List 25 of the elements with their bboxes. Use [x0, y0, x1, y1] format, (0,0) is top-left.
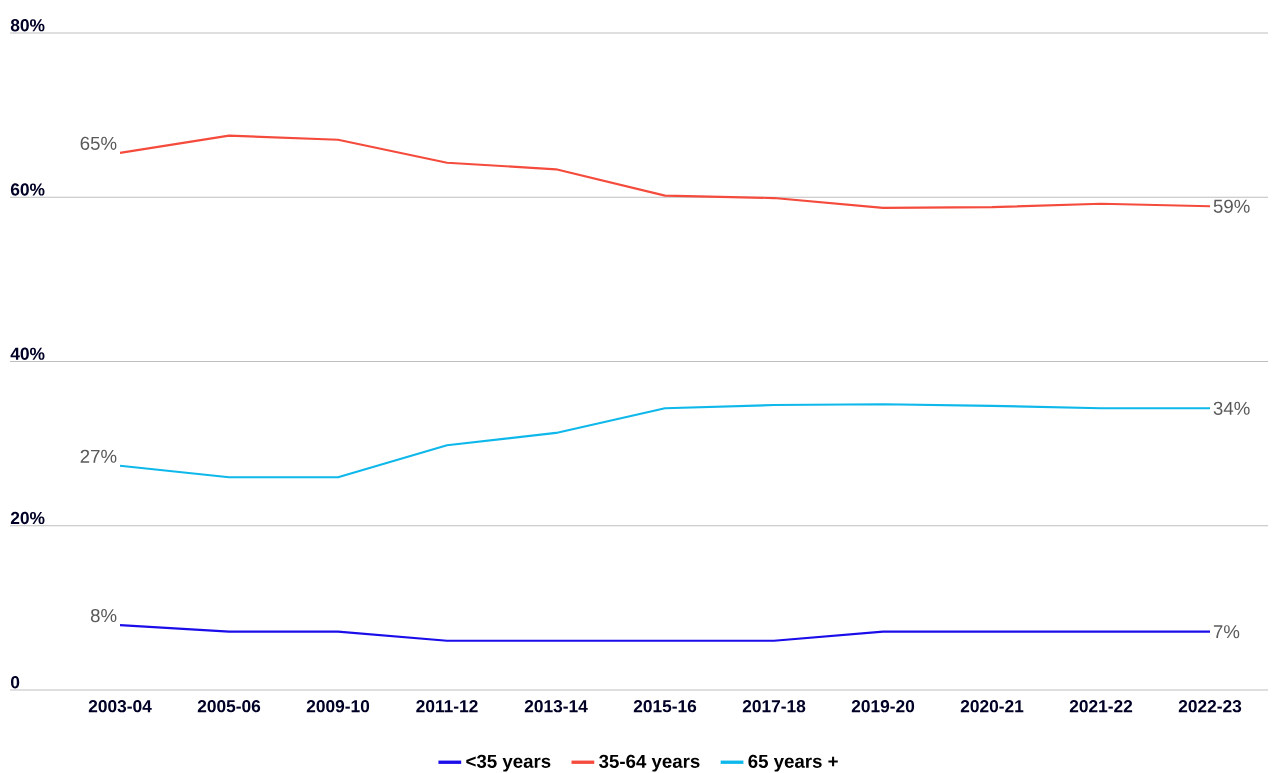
x-tick-label: 2013-14	[524, 700, 588, 713]
x-tick-label: 2022-23	[1178, 700, 1242, 713]
x-tick-label: 2009-10	[306, 700, 370, 713]
y-tick-label: 60%	[10, 183, 45, 196]
legend-label: 35-64 years	[599, 754, 700, 772]
data-label: 8%	[90, 608, 117, 623]
x-tick-label: 2020-21	[960, 700, 1024, 713]
data-label: 7%	[1213, 625, 1240, 639]
y-tick-label: 80%	[10, 19, 45, 32]
x-tick-label: 2019-20	[851, 700, 915, 713]
legend-label: <35 years	[466, 754, 551, 772]
data-label: 27%	[80, 449, 117, 463]
y-tick-label: 0	[10, 676, 20, 689]
x-tick-label: 2021-22	[1069, 700, 1133, 713]
data-label: 65%	[80, 136, 117, 150]
x-tick-label: 2015-16	[633, 700, 697, 713]
data-label: 59%	[1213, 199, 1250, 213]
x-tick-label: 2005-06	[197, 700, 261, 713]
x-tick-label: 2017-18	[742, 700, 806, 713]
y-tick-label: 40%	[10, 347, 45, 360]
legend-label: 65 years +	[748, 754, 838, 772]
x-tick-label: 2011-12	[416, 700, 478, 713]
x-tick-label: 2003-04	[88, 700, 152, 713]
data-label: 34%	[1213, 401, 1250, 415]
y-tick-label: 20%	[10, 511, 45, 525]
